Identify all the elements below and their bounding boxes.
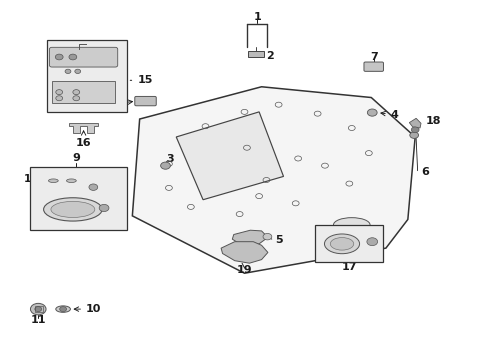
Text: 8: 8 — [115, 98, 132, 108]
Text: 18: 18 — [425, 116, 441, 126]
Ellipse shape — [51, 201, 95, 217]
FancyBboxPatch shape — [315, 225, 383, 262]
Circle shape — [409, 132, 418, 138]
FancyBboxPatch shape — [135, 96, 156, 106]
Text: 10: 10 — [74, 304, 101, 314]
Polygon shape — [232, 230, 267, 245]
Circle shape — [56, 96, 62, 101]
FancyBboxPatch shape — [52, 81, 115, 103]
Text: 3: 3 — [166, 154, 174, 164]
FancyBboxPatch shape — [47, 40, 127, 112]
FancyBboxPatch shape — [248, 51, 264, 57]
Polygon shape — [132, 87, 414, 273]
Text: 16: 16 — [76, 131, 91, 148]
Text: 1: 1 — [253, 12, 261, 22]
Ellipse shape — [330, 238, 353, 250]
Text: 14: 14 — [96, 182, 117, 192]
Polygon shape — [176, 112, 283, 200]
Text: 5: 5 — [274, 235, 282, 245]
Text: 11: 11 — [30, 315, 46, 325]
Text: 9: 9 — [72, 153, 80, 163]
Ellipse shape — [56, 306, 70, 312]
Circle shape — [75, 69, 81, 73]
Circle shape — [410, 127, 418, 133]
Circle shape — [160, 162, 170, 169]
Circle shape — [55, 54, 63, 60]
Text: 12: 12 — [24, 174, 45, 184]
Ellipse shape — [48, 179, 58, 183]
Text: 6: 6 — [420, 167, 428, 177]
Polygon shape — [408, 118, 420, 128]
Text: 13: 13 — [81, 174, 115, 184]
Circle shape — [69, 54, 77, 60]
Text: 15: 15 — [130, 75, 152, 85]
Circle shape — [73, 96, 80, 101]
Ellipse shape — [66, 179, 76, 183]
Circle shape — [60, 307, 66, 312]
Circle shape — [99, 204, 109, 212]
Circle shape — [56, 90, 62, 95]
Circle shape — [65, 69, 71, 73]
Circle shape — [35, 307, 41, 312]
Text: 17: 17 — [341, 262, 356, 272]
Text: 7: 7 — [369, 52, 377, 62]
Ellipse shape — [333, 218, 369, 232]
Circle shape — [263, 233, 271, 240]
Text: 4: 4 — [380, 110, 398, 120]
Ellipse shape — [324, 234, 359, 254]
Polygon shape — [221, 242, 267, 263]
Circle shape — [30, 303, 46, 315]
Text: 2: 2 — [266, 51, 274, 61]
FancyBboxPatch shape — [30, 167, 127, 230]
Text: 19: 19 — [236, 265, 252, 275]
Circle shape — [89, 184, 98, 190]
Circle shape — [73, 90, 80, 95]
Ellipse shape — [43, 198, 102, 221]
Polygon shape — [69, 123, 98, 133]
FancyBboxPatch shape — [363, 62, 383, 71]
Circle shape — [366, 109, 376, 116]
Circle shape — [366, 238, 377, 246]
FancyBboxPatch shape — [49, 47, 118, 67]
